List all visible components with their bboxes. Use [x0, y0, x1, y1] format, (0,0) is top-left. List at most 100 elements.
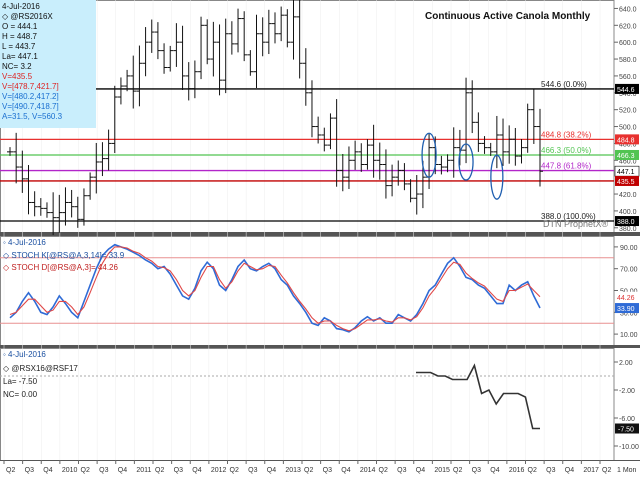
ohlc-bar [87, 172, 94, 200]
stoch-k-legend: ◇ STOCH K[@RS@A,3,14]= 33.9 [3, 251, 125, 260]
ohlc-bar [136, 45, 143, 107]
ohlc-bar [265, 9, 272, 55]
ohlc-bar [296, 0, 303, 79]
x-tick-label: Q2 [6, 467, 15, 474]
price-tag-text: 435.5 [617, 179, 635, 186]
ohlc-bar [395, 160, 402, 186]
ohlc-bar [370, 124, 377, 178]
y-tick-label: 10.00 [620, 332, 638, 339]
x-tick-label: Q4 [118, 467, 127, 474]
x-tick-label: Q3 [248, 467, 257, 474]
ohlc-bar [216, 24, 223, 96]
y-tick-label: 560.0 [619, 74, 637, 81]
x-tick-label: 2014 [360, 467, 376, 474]
ohlc-bar [524, 103, 531, 153]
x-tick-label: Q4 [565, 467, 574, 474]
x-tick-label: Q4 [192, 467, 201, 474]
price-tag-text: 388.0 [617, 219, 635, 226]
ohlc-bar [99, 142, 106, 177]
ohlc-bar [130, 55, 137, 109]
panel-frame-2 [0, 348, 615, 461]
y-tick-label: -6.00 [619, 416, 635, 423]
stoch-date: ◦ 4-Jul-2016 [3, 238, 46, 247]
stoch-d-legend: ◇ STOCH D[@RS@A,3]= 44.26 [3, 263, 119, 272]
x-tick-label: 2011 [136, 467, 151, 474]
y-tick-label: 520.0 [619, 108, 637, 115]
price-tag-text: 447.1 [617, 169, 635, 176]
ohlc-bar [7, 147, 13, 156]
ohlc-bar [321, 127, 328, 152]
info-v1: V=435.5 [2, 72, 33, 81]
ohlc-bar [512, 127, 519, 166]
x-tick-label: 2010 [62, 467, 78, 474]
ohlc-bar [358, 143, 365, 172]
ohlc-bar [537, 108, 543, 187]
ohlc-bar [247, 50, 254, 76]
y-tick-label: -2.00 [619, 388, 635, 395]
ohlc-bar [284, 9, 291, 48]
x-tick-label: Q2 [230, 467, 239, 474]
ohlc-bar [19, 150, 26, 193]
x-tick-label: Q4 [416, 467, 425, 474]
price-tag [615, 216, 639, 227]
x-tick-label: Q3 [99, 467, 108, 474]
info-date: 4-Jul-2016 [2, 2, 40, 11]
ohlc-bar [290, 0, 297, 60]
spread-panel: ◦ 4-Jul-2016 ◇ @RSX16@RSF17 La= -7.50 NC= 0… [0, 350, 614, 430]
ohlc-bar [204, 19, 211, 65]
y-tick-label: 540.0 [619, 91, 637, 98]
y-tick-label: 400.0 [619, 209, 637, 216]
fib-label: 466.3 (50.0%) [541, 146, 592, 155]
y-tick-label: 640.0 [619, 6, 637, 13]
ellipse-marking [458, 143, 474, 181]
ohlc-bar [173, 23, 180, 67]
ohlc-bar [179, 25, 186, 90]
y-tick-label: 30.00 [620, 310, 638, 317]
ohlc-bar [253, 14, 260, 89]
stoch-k-tag-text: 33.90 [617, 306, 635, 313]
x-tick-label: Q3 [25, 467, 34, 474]
x-tick-label: Q4 [490, 467, 499, 474]
stochastic-panel: ◦ 4-Jul-2016 ◇ STOCH K[@RS@A,3,14]= 33.9 ◇… [0, 238, 614, 333]
ohlc-bar [308, 80, 315, 138]
ohlc-bar [37, 198, 44, 216]
info-symbol: ◇ @RS2016X [2, 12, 53, 21]
y-tick-label: 480.0 [619, 141, 637, 148]
ohlc-bar [259, 17, 266, 57]
ohlc-bar [167, 45, 174, 72]
x-tick-label: Q2 [528, 467, 537, 474]
price-tag [615, 83, 639, 94]
axes-layer: 640.0 620.0 600.0 580.0 560.0 540.0 520.0 500.0… [3, 6, 640, 474]
x-tick-label: Q2 [602, 467, 611, 474]
ohlc-bar [25, 165, 32, 215]
ohlc-bar [493, 115, 500, 169]
x-tick-label: 2015 [434, 467, 450, 474]
x-tick-label: Q2 [453, 467, 462, 474]
y-tick-label: -10.00 [619, 444, 639, 451]
x-tick-label: Q2 [304, 467, 313, 474]
panel-divider [0, 460, 640, 461]
info-last: La= 447.1 [2, 52, 38, 61]
ohlc-bar [339, 153, 346, 192]
ohlc-bar [481, 136, 488, 154]
ohlc-bar [142, 27, 149, 77]
spread-series-line [416, 363, 540, 430]
y-tick-label: 70.00 [620, 267, 638, 274]
ohlc-bar [111, 85, 118, 154]
price-tag [615, 134, 639, 145]
spread-nc: NC= 0.00 [3, 390, 38, 399]
y-tick-label: 580.0 [619, 57, 637, 64]
x-tick-label: Q2 [379, 467, 388, 474]
chart-title: Continuous Active Canola Monthly [425, 11, 591, 22]
ohlc-bar [463, 77, 470, 164]
info-low: L = 443.7 [2, 42, 36, 51]
ohlc-bar [222, 18, 229, 94]
ohlc-bar [506, 125, 513, 164]
ohlc-bar [407, 179, 414, 203]
ohlc-bar [185, 62, 192, 101]
ohlc-bar [475, 112, 482, 152]
ohlc-bar [31, 191, 38, 217]
panel-divider [0, 345, 640, 348]
